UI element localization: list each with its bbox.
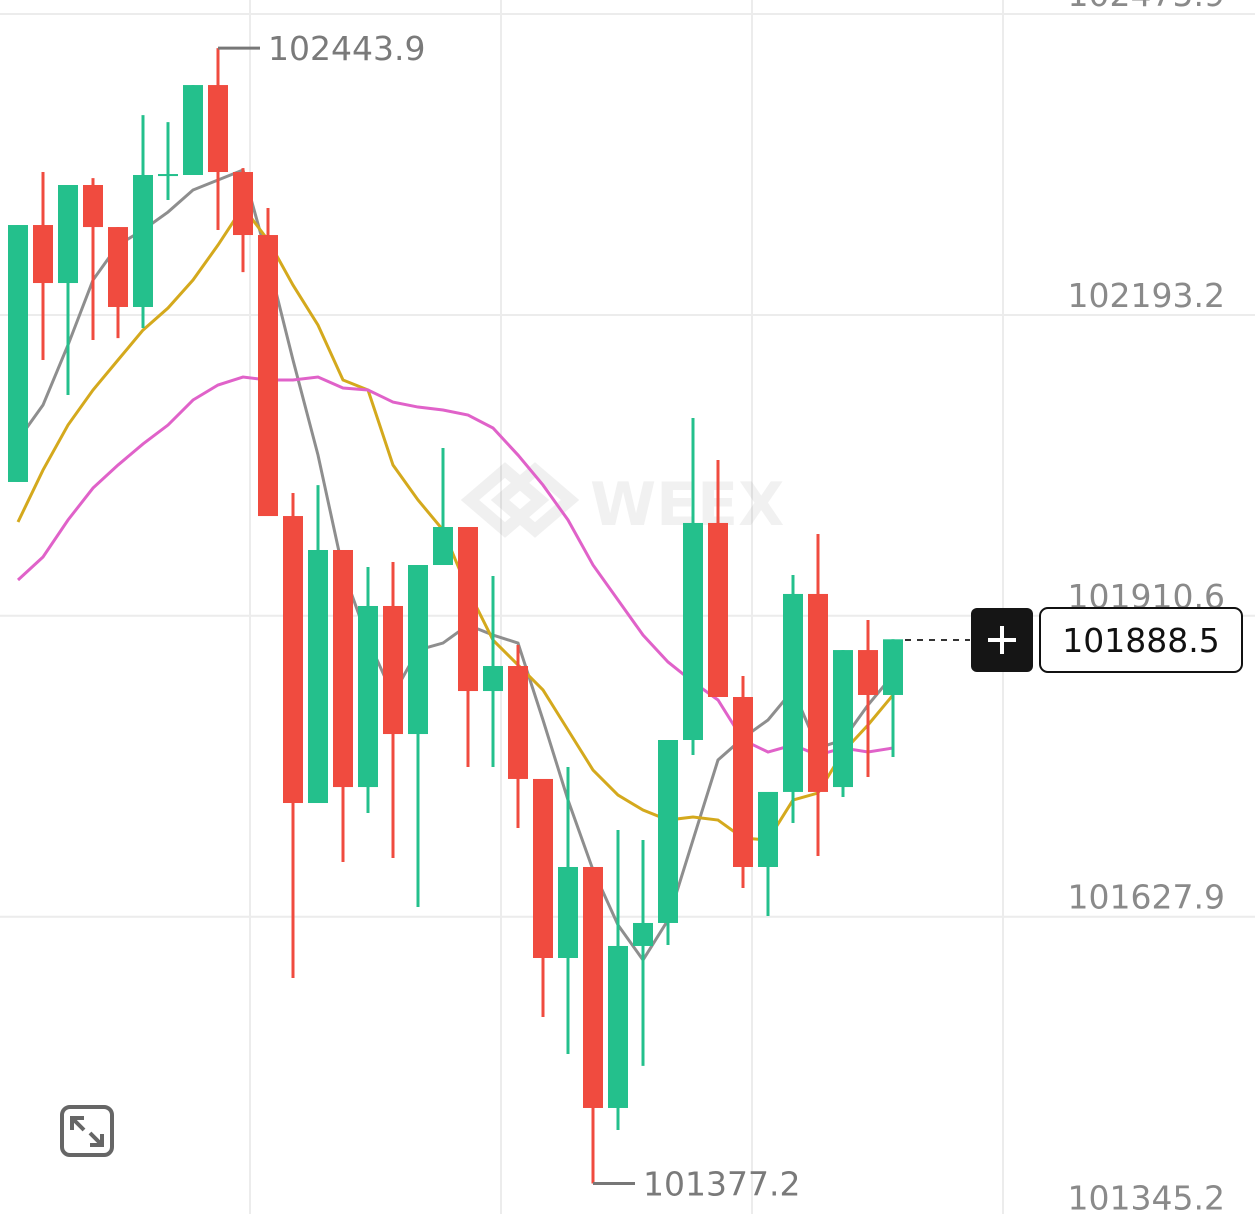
candle-body xyxy=(658,740,678,923)
candle-body xyxy=(133,174,153,307)
ma-line xyxy=(16,375,894,757)
price-box xyxy=(1039,607,1243,673)
plus-icon xyxy=(988,626,1016,654)
candle-body xyxy=(683,522,703,741)
current-price: 101888.5 xyxy=(1062,621,1219,660)
candle-body xyxy=(633,922,653,946)
y-tick-label: 101345.2 xyxy=(1068,1179,1225,1214)
candle-body xyxy=(458,527,478,692)
candle-body xyxy=(483,666,503,692)
candle-body xyxy=(33,225,53,284)
candle-body xyxy=(783,593,803,792)
candle-body xyxy=(383,605,403,735)
candle-body xyxy=(758,791,778,867)
candle-body xyxy=(308,549,328,804)
candle-body xyxy=(608,945,628,1108)
candle-body xyxy=(183,85,203,175)
candle-body xyxy=(433,527,453,566)
candle-body xyxy=(333,549,353,788)
candle-body xyxy=(208,85,228,173)
y-tick-label: 102475.9 xyxy=(1068,0,1225,14)
candle-body xyxy=(533,778,553,959)
high-label: 102443.9 xyxy=(268,29,425,68)
candle-body xyxy=(408,565,428,735)
fullscreen-button[interactable] xyxy=(60,1105,114,1157)
candle-body xyxy=(708,522,728,697)
candle-body xyxy=(233,172,253,236)
candle-body xyxy=(158,174,178,177)
candle-body xyxy=(508,666,528,779)
y-tick-label: 102193.2 xyxy=(1068,276,1225,315)
watermark-logo xyxy=(460,462,580,538)
low-label: 101377.2 xyxy=(643,1165,800,1204)
candle-body xyxy=(358,605,378,788)
candle-body xyxy=(283,516,303,804)
candle-body xyxy=(58,185,78,284)
y-tick-label: 101627.9 xyxy=(1068,878,1225,917)
candle-body xyxy=(108,227,128,307)
candle-body xyxy=(733,696,753,867)
candle-body xyxy=(258,235,278,517)
candle-body xyxy=(883,639,903,695)
candle-body xyxy=(8,225,28,482)
candle-body xyxy=(808,593,828,792)
candle-body xyxy=(583,866,603,1108)
candle-body xyxy=(558,866,578,959)
candle-body xyxy=(83,185,103,228)
candle-body xyxy=(833,650,853,788)
candle-body xyxy=(858,650,878,695)
